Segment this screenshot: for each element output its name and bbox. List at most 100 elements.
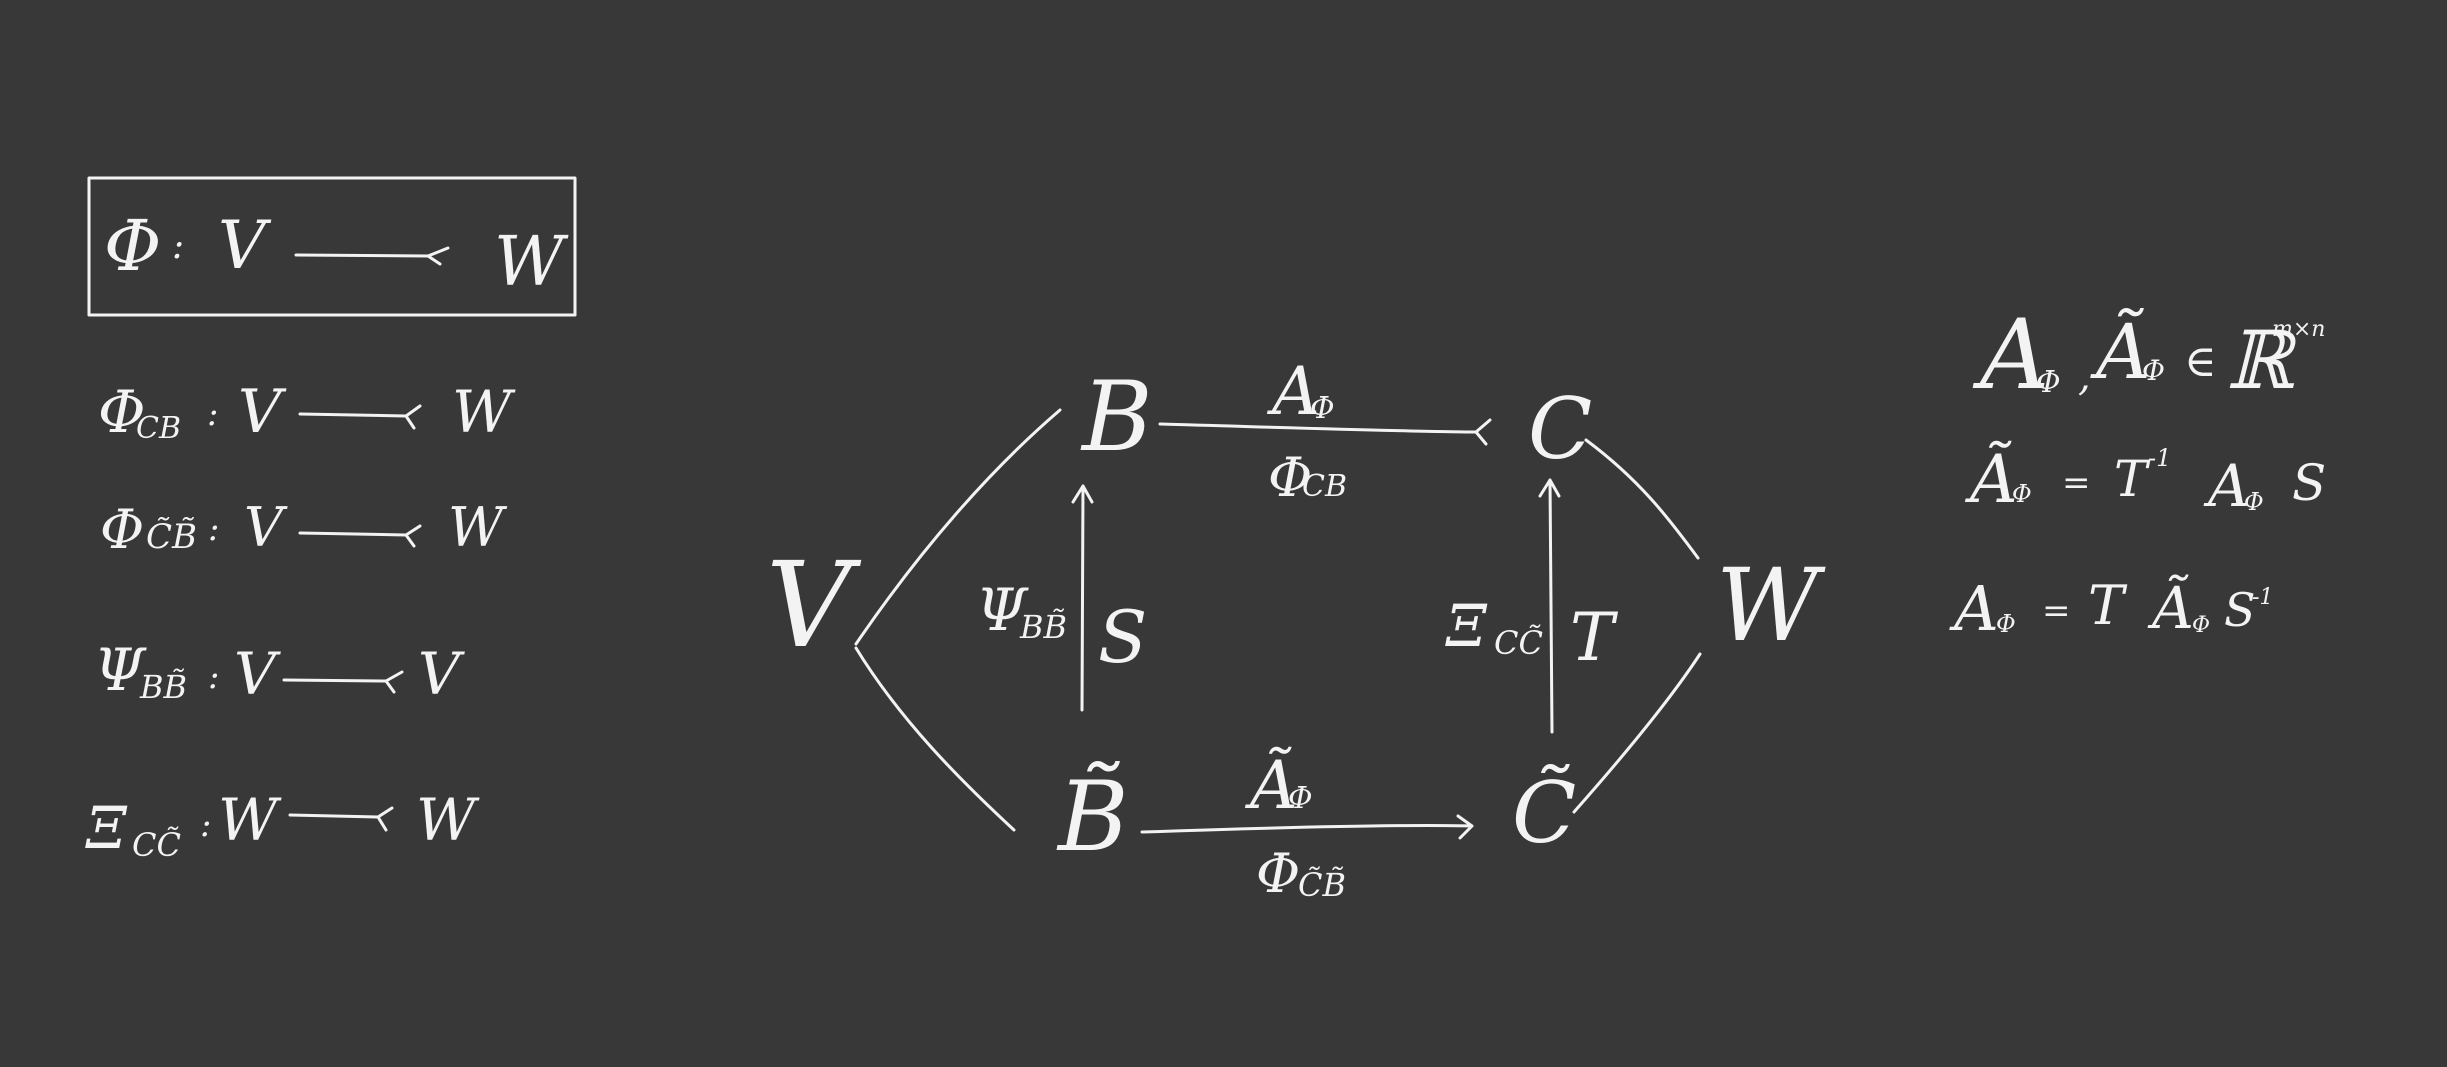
colon: : — [207, 394, 218, 434]
matrix-A: A — [2203, 452, 2250, 520]
subscript: CB — [136, 411, 181, 446]
matrix-A-tilde: Ã — [2090, 307, 2151, 396]
definition-box — [87, 176, 577, 317]
matrix-S: S — [2224, 583, 2256, 637]
equals: = — [2062, 463, 2091, 503]
arrow — [294, 246, 450, 266]
matrix-A: A — [1949, 572, 1999, 645]
arrow — [288, 806, 394, 832]
subscript-phi: Φ — [2012, 480, 2032, 508]
label-top-matrix: A Φ — [1266, 353, 1335, 430]
colon: : — [172, 226, 184, 267]
arrow — [282, 670, 404, 694]
codomain-W: W — [494, 223, 569, 302]
domain-V: V — [238, 377, 287, 447]
matrix-A-tilde: Ã — [1964, 441, 2018, 518]
arrow — [298, 404, 422, 430]
definition-psi: Ψ BB̃ : V V — [94, 636, 465, 708]
label-right-map: Ξ CC̃ — [1445, 592, 1543, 662]
inverse-exponent: -1 — [2148, 444, 2171, 472]
subscript-phi: Φ — [2244, 488, 2264, 516]
real-numbers: ℝ — [2226, 314, 2297, 407]
element-of: ∈ — [2184, 336, 2217, 387]
domain-V: V — [218, 207, 272, 284]
matrix-A: A — [1266, 353, 1320, 430]
subscript-phi: Φ — [1288, 781, 1313, 816]
subscript: CC̃ — [132, 826, 181, 864]
domain-V: V — [244, 496, 288, 559]
label-right-matrix-T: T — [1570, 599, 1619, 676]
codomain-W: W — [452, 378, 516, 446]
label-bottom-matrix: Ã Φ — [1244, 747, 1313, 824]
subscript: C̃B̃ — [146, 517, 197, 557]
definition-xi: Ξ CC̃ : W W — [85, 786, 480, 864]
matrix-A-tilde: Ã — [1244, 747, 1298, 824]
label-top-map: Φ CB — [1268, 446, 1347, 509]
equation-A: A Φ = T Ã Φ S -1 — [1949, 572, 2273, 645]
matrix-S: S — [2292, 454, 2326, 512]
matrix-T: T — [2114, 450, 2151, 508]
label-left-matrix-S: S — [1098, 595, 1147, 679]
colon: : — [208, 657, 219, 697]
equations-panel: A Φ , Ã Φ ∈ ℝ m×n Ã Φ = T -1 A Φ S A Φ =… — [1949, 299, 2326, 645]
definitions-panel: Φ : V W Φ CB : V W Φ C̃B̃ : V W Ψ BB̃ — [85, 176, 577, 864]
subscript: BB̃ — [139, 668, 187, 706]
psi-symbol: Ψ — [976, 576, 1029, 644]
matrix-T: T — [2088, 574, 2128, 637]
subscript-phi: Φ — [2192, 613, 2210, 638]
label-bottom-map: Φ C̃B̃ — [1256, 842, 1346, 905]
equation-matrix-spaces: A Φ , Ã Φ ∈ ℝ m×n — [1972, 299, 2325, 411]
arrow-Btilde-to-B — [1071, 484, 1094, 712]
line-V-to-B — [854, 408, 1062, 646]
inverse-exponent: -1 — [2252, 585, 2273, 610]
arrow — [298, 524, 422, 548]
codomain-W: W — [416, 786, 480, 854]
phi-symbol: Φ — [98, 378, 146, 446]
node-C: C — [1528, 380, 1592, 478]
xi-symbol: Ξ — [85, 794, 128, 862]
definition-phi: Φ : V W — [104, 205, 569, 302]
subscript: CB — [1302, 469, 1347, 504]
subscript-phi: Φ — [2142, 354, 2165, 387]
phi-symbol: Φ — [1268, 446, 1312, 509]
matrix-A-tilde: Ã — [2147, 574, 2194, 642]
definition-phi-cb: Φ CB : V W — [98, 377, 516, 447]
node-Btilde: B̃ — [1056, 761, 1129, 873]
line-C-to-W — [1584, 438, 1700, 560]
subscript: C̃B̃ — [1298, 866, 1346, 904]
dimensions: m×n — [2272, 317, 2325, 342]
comma: , — [2078, 354, 2091, 400]
arrow-B-to-C — [1158, 418, 1492, 446]
equation-A-tilde: Ã Φ = T -1 A Φ S — [1964, 441, 2326, 520]
colon: : — [200, 805, 211, 845]
node-Ctilde: C̃ — [1512, 764, 1576, 862]
node-W: W — [1716, 547, 1826, 664]
domain-V: V — [234, 640, 281, 708]
line-V-to-Btilde — [854, 646, 1016, 832]
node-V: V — [766, 536, 862, 674]
domain-W: W — [218, 786, 282, 854]
arrow-Btilde-to-Ctilde — [1140, 814, 1474, 840]
matrix-A: A — [1972, 299, 2049, 411]
definition-phi-tilde: Φ C̃B̃ : V W — [100, 496, 508, 561]
commutative-diagram: V B B̃ C C̃ W A Φ Φ CB Ã Φ Φ C̃B̃ Ψ BB̃ … — [766, 353, 1826, 905]
line-Ctilde-to-W — [1572, 652, 1702, 814]
codomain-V: V — [418, 640, 465, 708]
phi-symbol: Φ — [100, 498, 144, 561]
node-B: B — [1080, 361, 1153, 473]
colon: : — [208, 509, 219, 549]
subscript-phi: Φ — [1310, 391, 1335, 426]
subscript: BB̃ — [1019, 608, 1067, 646]
label-left-map: Ψ BB̃ — [976, 576, 1067, 646]
subscript-phi: Φ — [1996, 610, 2016, 638]
subscript-phi: Φ — [2036, 365, 2061, 400]
xi-symbol: Ξ — [1445, 592, 1488, 660]
codomain-W: W — [448, 496, 508, 559]
psi-symbol: Ψ — [94, 636, 147, 704]
phi-symbol: Φ — [1256, 842, 1300, 905]
equals: = — [2042, 591, 2071, 631]
phi-symbol: Φ — [104, 205, 161, 287]
arrow-Ctilde-to-C — [1538, 478, 1561, 734]
subscript: CC̃ — [1494, 624, 1543, 662]
